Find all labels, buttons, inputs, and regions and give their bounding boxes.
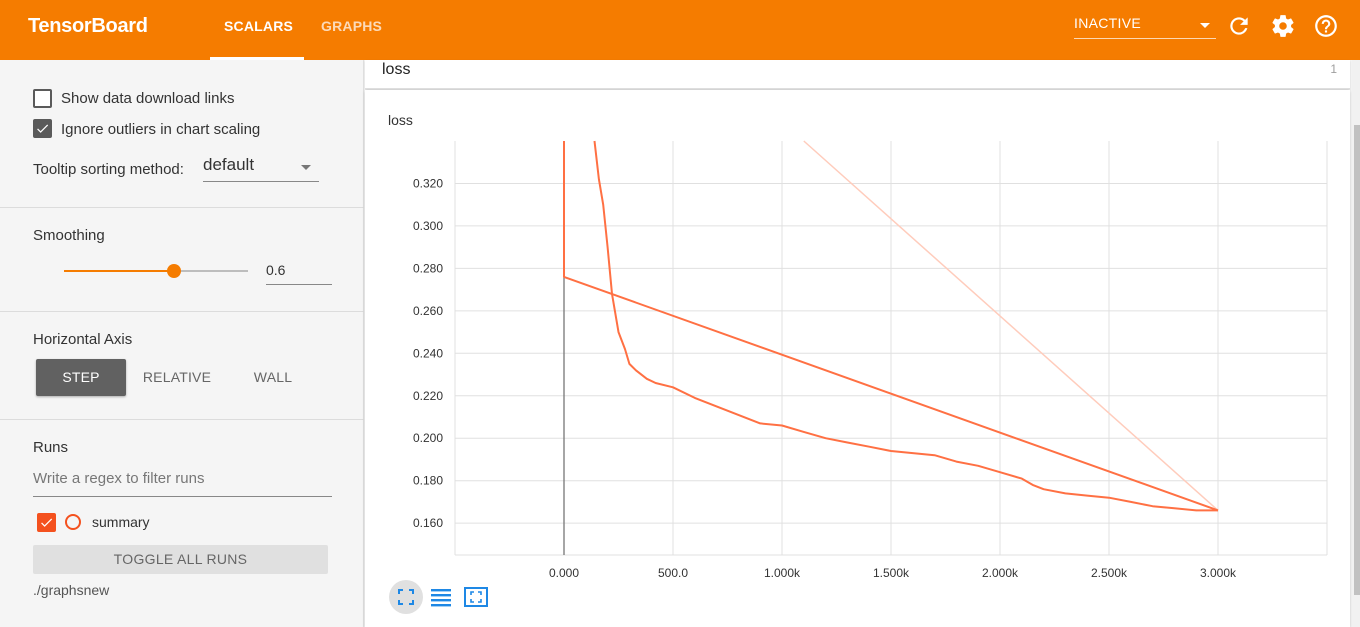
section-divider xyxy=(0,419,364,420)
status-dropdown-value: INACTIVE xyxy=(1074,15,1141,31)
chart-title: loss xyxy=(388,112,413,128)
logdir-path: ./graphsnew xyxy=(33,582,110,598)
x-tick-label: 2.500k xyxy=(1091,566,1128,580)
series-line-summary-smoothed xyxy=(593,140,1218,512)
y-tick-label: 0.200 xyxy=(413,431,443,445)
series-line-summary-raw xyxy=(803,140,1219,511)
fit-domain-button[interactable] xyxy=(389,580,423,614)
checkmark-icon xyxy=(41,518,53,527)
sidebar: Show data download links Ignore outliers… xyxy=(0,60,364,627)
top-app-bar: TensorBoard SCALARS GRAPHS INACTIVE xyxy=(0,0,1360,60)
status-dropdown[interactable]: INACTIVE xyxy=(1074,15,1216,39)
toggle-all-runs-button[interactable]: TOGGLE ALL RUNS xyxy=(33,545,328,574)
chevron-down-icon xyxy=(1200,23,1210,28)
y-tick-label: 0.180 xyxy=(413,474,443,488)
series-line-summary-smoothed xyxy=(563,141,1219,512)
run-summary-checkbox[interactable] xyxy=(37,513,56,532)
run-color-indicator xyxy=(65,514,81,530)
ignore-outliers-checkbox[interactable] xyxy=(33,119,52,138)
chevron-down-icon xyxy=(301,165,311,170)
smoothing-input[interactable]: 0.6 xyxy=(266,260,332,285)
y-tick-label: 0.280 xyxy=(413,261,443,275)
category-count: 1 xyxy=(1330,62,1337,76)
y-tick-label: 0.300 xyxy=(413,219,443,233)
runs-label: Runs xyxy=(33,439,69,456)
show-download-links-label: Show data download links xyxy=(61,90,235,107)
category-title: loss xyxy=(382,61,411,78)
x-tick-label: 3.000k xyxy=(1200,566,1237,580)
horizontal-axis-label: Horizontal Axis xyxy=(33,331,133,348)
x-tick-label: 500.0 xyxy=(658,566,688,580)
checkmark-icon xyxy=(37,124,49,133)
section-divider xyxy=(0,311,364,312)
scrollbar-thumb[interactable] xyxy=(1354,125,1360,595)
log-scale-icon xyxy=(431,589,451,607)
y-tick-label: 0.320 xyxy=(413,176,443,190)
help-icon[interactable] xyxy=(1313,13,1339,39)
tooltip-sorting-value: default xyxy=(203,155,255,174)
category-header[interactable]: loss 1 xyxy=(365,60,1350,89)
ignore-outliers-label: Ignore outliers in chart scaling xyxy=(61,121,261,138)
section-divider xyxy=(0,207,364,208)
run-summary-label: summary xyxy=(92,514,150,530)
y-tick-label: 0.160 xyxy=(413,516,443,530)
loss-chart[interactable]: 0.000 500.0 1.000k 1.500k 2.000k 2.500k 3.000k… xyxy=(365,90,1350,627)
smoothing-slider-fill xyxy=(64,270,175,272)
smoothing-label: Smoothing xyxy=(33,227,105,244)
log-scale-button[interactable] xyxy=(424,580,458,614)
x-tick-label: 0.000 xyxy=(549,566,579,580)
axis-relative-button[interactable]: RELATIVE xyxy=(142,369,212,385)
show-download-links-checkbox[interactable] xyxy=(33,89,52,108)
toggle-y-axis-button[interactable] xyxy=(459,580,493,614)
fit-domain-icon xyxy=(398,589,414,605)
chart-card: loss 0.000 500.0 1.000k 1.500k 2.000k 2.500k 3… xyxy=(365,90,1350,627)
y-tick-label: 0.220 xyxy=(413,389,443,403)
tab-graphs[interactable]: GRAPHS xyxy=(321,18,383,34)
tab-scalars[interactable]: SCALARS xyxy=(224,18,294,34)
y-tick-label: 0.240 xyxy=(413,346,443,360)
smoothing-slider[interactable] xyxy=(64,264,248,278)
tooltip-sorting-label: Tooltip sorting method: xyxy=(33,161,184,178)
runs-filter-input[interactable]: Write a regex to filter runs xyxy=(33,470,332,497)
settings-gear-icon[interactable] xyxy=(1270,13,1296,39)
x-tick-label: 1.500k xyxy=(873,566,910,580)
x-tick-label: 1.000k xyxy=(764,566,801,580)
main-panel: loss 1 loss 0.000 500.0 1.000k 1.500k 2.000k… xyxy=(365,60,1360,627)
axis-step-button[interactable]: STEP xyxy=(36,359,126,396)
axis-wall-button[interactable]: WALL xyxy=(253,369,293,385)
x-tick-label: 2.000k xyxy=(982,566,1019,580)
smoothing-slider-knob[interactable] xyxy=(167,264,182,278)
toggle-y-axis-icon xyxy=(464,587,488,607)
app-title: TensorBoard xyxy=(28,15,148,37)
active-tab-indicator xyxy=(210,57,304,60)
refresh-icon[interactable] xyxy=(1226,13,1252,39)
tooltip-sorting-dropdown[interactable]: default xyxy=(203,155,319,182)
y-tick-label: 0.260 xyxy=(413,304,443,318)
